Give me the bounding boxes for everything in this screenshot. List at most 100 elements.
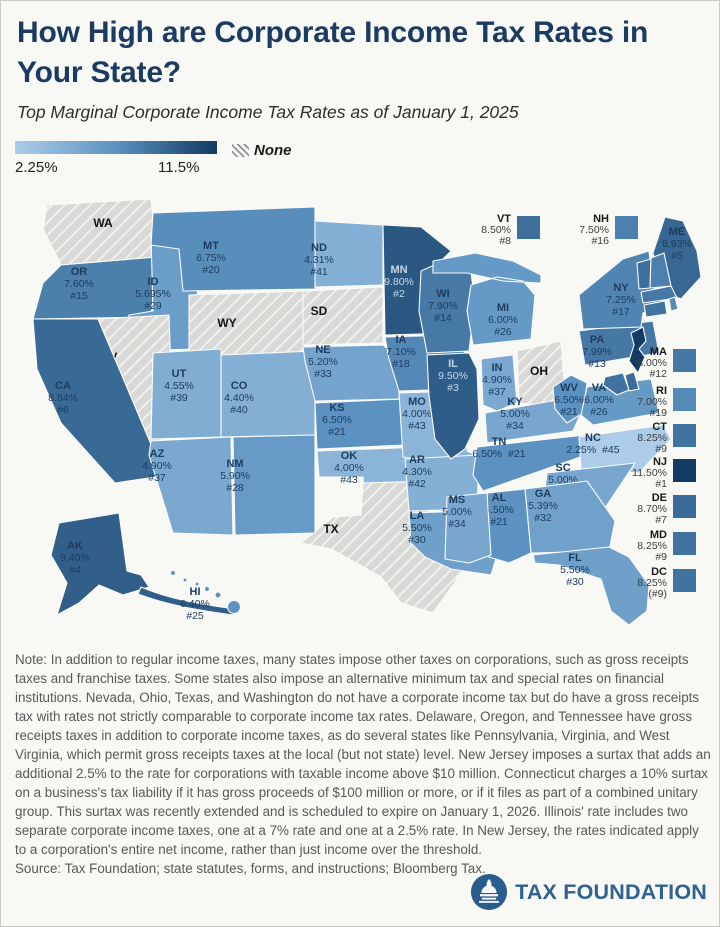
state-label-oh: OH: [530, 364, 548, 378]
state-label-ky: KY: [507, 396, 523, 408]
legend-max-label: 11.5%: [158, 159, 200, 176]
logo-wordmark: TAX FOUNDATION: [515, 879, 707, 904]
callout-nh: NH7.50%#16: [579, 213, 638, 247]
state-label-nm: NM: [226, 458, 243, 470]
state-label-il: #3: [447, 382, 459, 394]
state-label-ar: AR: [409, 454, 425, 466]
state-label-ut: UT: [172, 368, 187, 380]
state-fl: FL5.50%#30: [532, 546, 650, 626]
state-nm: NM5.90%#28: [220, 434, 316, 536]
state-label-ms: MS: [449, 494, 466, 506]
state-label-mi: MI: [497, 302, 509, 314]
callout-label-vt: 8.50%: [481, 224, 511, 236]
state-ks: KS6.50%#21: [314, 398, 406, 450]
state-nc-shape: [578, 424, 672, 474]
state-label-id: #29: [144, 300, 162, 312]
state-label-id: 5.695%: [135, 288, 171, 300]
state-az: AZ4.90%#37: [142, 436, 234, 536]
state-hi-island: [226, 599, 242, 615]
state-label-pa: #13: [588, 358, 606, 370]
source-text: Source: Tax Foundation; state statutes, …: [15, 861, 486, 877]
state-label-ks: 6.50%: [322, 414, 352, 426]
state-va: VA6.00%#26: [580, 378, 660, 426]
state-label-nd: 4.31%: [304, 254, 334, 266]
callout-label-md: #9: [655, 551, 667, 563]
state-mt-shape: [150, 206, 316, 292]
state-md: [602, 372, 630, 396]
state-nd: ND4.31%#41: [304, 220, 384, 288]
state-label-pa: 7.99%: [582, 346, 612, 358]
state-il: IL9.50%#3: [426, 352, 480, 460]
state-label-ga: 5.39%: [528, 500, 558, 512]
state-label-ar: #42: [408, 478, 426, 490]
state-label-wi: WI: [436, 288, 449, 300]
state-label-mt: #20: [202, 264, 220, 276]
state-label-co: 4.40%: [224, 392, 254, 404]
callout-label-vt: #8: [499, 235, 511, 247]
callout-swatch-ct: [673, 424, 696, 447]
callout-swatch-vt: [517, 216, 540, 239]
state-label-ia: #18: [392, 358, 410, 370]
state-ga: GA5.39%#32: [524, 480, 616, 554]
state-label-fl: FL: [568, 552, 582, 564]
state-label-ms: 5.00%: [442, 506, 472, 518]
state-label-or: 7.60%: [64, 278, 94, 290]
legend-gradient-bar: [15, 141, 217, 154]
note-text: Note: In addition to regular income taxe…: [15, 652, 711, 858]
callout-swatch-nj: [673, 459, 696, 482]
state-label-ca: #6: [57, 404, 69, 416]
state-tn-shape: [472, 432, 610, 492]
state-label-nd: ND: [311, 242, 327, 254]
state-or: OR7.60%#15: [32, 256, 158, 320]
state-label-nm: #28: [226, 482, 244, 494]
capitol-icon: [471, 873, 508, 911]
page-subtitle: Top Marginal Corporate Income Tax Rates …: [17, 102, 519, 122]
callout-ma: MA8.00%#12: [637, 346, 696, 380]
legend-none-entry: None: [232, 142, 292, 159]
state-ne: NE5.20%#33: [302, 344, 400, 402]
state-label-wa: WA: [93, 216, 113, 230]
state-label-va: 6.00%: [584, 394, 614, 406]
state-vt: [636, 258, 652, 290]
state-label-mn: #2: [393, 288, 405, 300]
state-label-az: #37: [148, 472, 166, 484]
callout-label-ri: #19: [649, 407, 667, 419]
state-label-nc: 2.25% #45: [566, 444, 619, 456]
state-label-ok: #43: [340, 474, 358, 486]
state-label-wv: WV: [560, 382, 578, 394]
callout-label-de: DE: [652, 492, 667, 504]
state-label-mn: 9.80%: [384, 276, 414, 288]
state-label-ga: GA: [535, 488, 552, 500]
state-label-az: 4.90%: [142, 460, 172, 472]
callout-dc: DC8.25%(#9): [637, 566, 696, 600]
callout-label-dc: DC: [651, 566, 667, 578]
state-ak-shape: [50, 512, 150, 616]
state-mi: MI6.00%#26: [432, 252, 542, 346]
state-ak-aleutians-shape: [137, 586, 236, 616]
state-nc: NC2.25% #45: [566, 424, 672, 474]
state-label-in: 4.90%: [482, 374, 512, 386]
state-label-la: LA: [410, 510, 425, 522]
callout-label-ma: MA: [650, 346, 667, 358]
state-in-shape: [480, 354, 518, 412]
state-label-ok: OK: [341, 450, 358, 462]
callout-ct: CT8.25%#9: [637, 421, 696, 455]
state-label-wy: WY: [217, 316, 236, 330]
state-ri-shape: [668, 296, 679, 312]
state-label-il: IL: [448, 358, 458, 370]
state-hi-island: [203, 585, 211, 593]
state-label-ne: #33: [314, 368, 332, 380]
state-label-mt: MT: [203, 240, 219, 252]
state-ma-shape: [640, 285, 678, 304]
state-label-va: #26: [590, 406, 608, 418]
state-nd-shape: [314, 220, 384, 288]
state-label-az: AZ: [150, 448, 165, 460]
state-label-sd: SD: [311, 304, 328, 318]
callout-swatch-dc: [673, 569, 696, 592]
state-label-al: AL: [492, 492, 507, 504]
callout-md: MD8.25%#9: [637, 529, 696, 563]
state-label-ca: CA: [55, 380, 71, 392]
state-label-ia: 7.10%: [386, 346, 416, 358]
state-label-mi: #26: [494, 326, 512, 338]
